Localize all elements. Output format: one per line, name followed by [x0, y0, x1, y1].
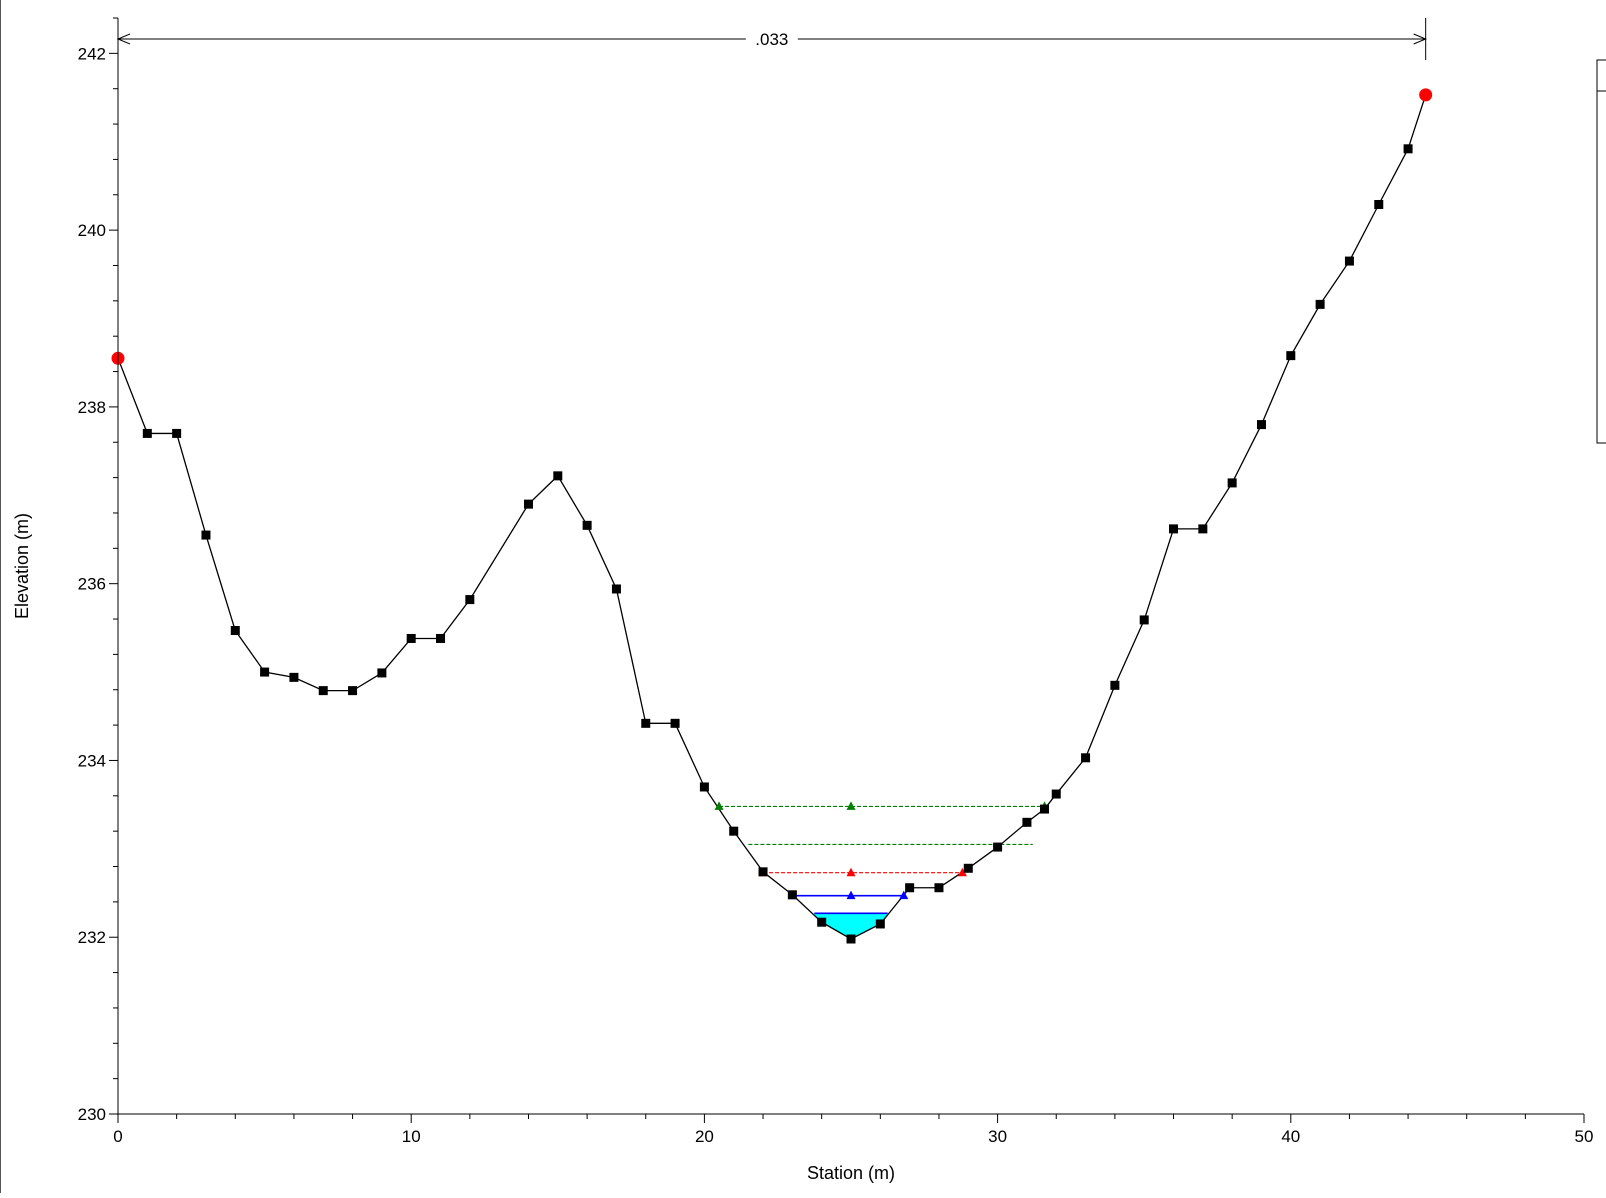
ground-point [172, 428, 182, 438]
ground-point [729, 826, 739, 836]
ground-point [201, 530, 211, 540]
ground-point [1139, 615, 1149, 625]
y-tick-label: 236 [78, 575, 106, 594]
ground-line [117, 94, 1427, 940]
ground-point [1081, 753, 1091, 763]
plot-area [111, 18, 1433, 944]
x-tick-label: 30 [988, 1127, 1007, 1146]
y-tick-label: 234 [78, 751, 106, 770]
legend-box [1596, 59, 1606, 444]
y-tick-label: 238 [78, 398, 106, 417]
ground-point [465, 595, 475, 605]
y-tick-label: 242 [78, 44, 106, 63]
x-tick-label: 20 [695, 1127, 714, 1146]
ground-point [1403, 144, 1413, 154]
x-tick-label: 0 [113, 1127, 122, 1146]
ground-point [846, 934, 856, 944]
ground-point [993, 842, 1003, 852]
ground-point [142, 428, 152, 438]
ground-point [406, 633, 416, 643]
water-fill [812, 913, 889, 939]
ground-point [934, 883, 944, 893]
ground-point [905, 883, 915, 893]
bank-station-marker [1419, 88, 1433, 102]
ground-point [289, 672, 299, 682]
ground-point [758, 867, 768, 877]
ground-point [1022, 817, 1032, 827]
y-tick-label: 232 [78, 928, 106, 947]
ground-point [1169, 524, 1179, 534]
water-surface-marker [957, 867, 967, 877]
ground-point [1374, 199, 1384, 209]
ground-point [1110, 680, 1120, 690]
x-tick-label: 40 [1281, 1127, 1300, 1146]
ground-point [436, 633, 446, 643]
ground-point [1227, 478, 1237, 488]
water-surface-marker [846, 867, 856, 877]
ground-point [377, 668, 387, 678]
water-surface-marker [899, 890, 909, 900]
y-axis-title: Elevation (m) [12, 513, 32, 619]
ground-point [641, 718, 651, 728]
ground-point [1051, 789, 1061, 799]
y-tick-label: 230 [78, 1105, 106, 1124]
ground-point [699, 782, 709, 792]
x-axis-title: Station (m) [807, 1163, 895, 1183]
water-surface-marker [714, 801, 724, 810]
ground-point [963, 863, 973, 873]
ground-point [1256, 420, 1266, 430]
ground-point [348, 686, 358, 696]
ground-point [1344, 256, 1354, 266]
n-arrow-right [1413, 33, 1427, 45]
y-tick-label: 240 [78, 221, 106, 240]
water-surface-marker [846, 890, 856, 900]
ground-point [875, 919, 885, 929]
ground-point [260, 667, 270, 677]
manning-n-label: .033 [755, 30, 788, 49]
ground-point [787, 890, 797, 900]
water-surface-marker [846, 801, 856, 810]
axes: 0 10 20 30 40 50 230 232 234 236 238 240 242 [78, 17, 1594, 1146]
x-tick-label: 50 [1575, 1127, 1594, 1146]
ground-point [611, 584, 621, 594]
ground-point [1198, 524, 1208, 534]
ground-point [1315, 299, 1325, 309]
ground-point [523, 499, 533, 509]
ground-point [1286, 351, 1296, 361]
ground-point [318, 686, 328, 696]
ground-point [1040, 804, 1050, 814]
ground-point [817, 917, 827, 927]
ground-point [670, 718, 680, 728]
ground-point [553, 471, 563, 481]
ground-point [582, 520, 592, 530]
ground-point [230, 626, 240, 636]
x-tick-label: 10 [402, 1127, 421, 1146]
